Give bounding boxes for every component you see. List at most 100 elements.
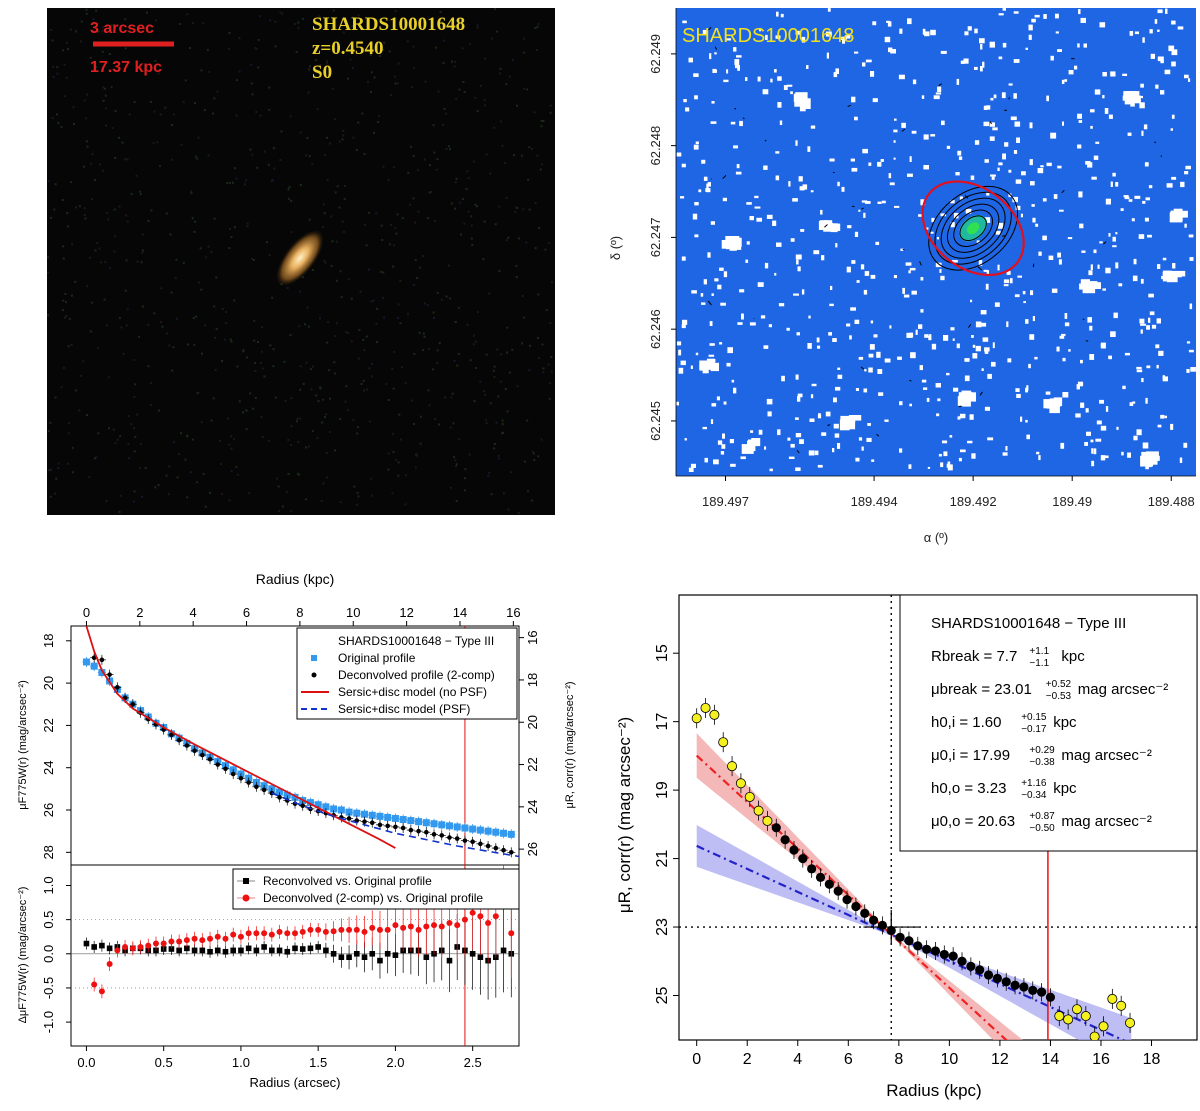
noise-pixel <box>392 492 394 494</box>
noise-pixel <box>68 422 70 424</box>
noise-pixel <box>371 495 373 497</box>
noise-pixel <box>254 47 256 49</box>
sky-speck <box>894 206 899 208</box>
sky-speck <box>943 335 948 341</box>
sky-speck <box>894 158 896 160</box>
sky-speck <box>1054 194 1058 199</box>
noise-pixel <box>287 287 289 289</box>
noise-pixel <box>102 86 104 88</box>
sky-blob <box>831 223 838 232</box>
noise-pixel <box>525 242 527 244</box>
sky-speck <box>789 457 795 459</box>
sky-speck <box>918 324 922 329</box>
sky-speck <box>1069 70 1074 74</box>
noise-pixel <box>389 51 391 53</box>
noise-pixel <box>142 249 144 251</box>
noise-pixel <box>203 473 205 475</box>
noise-pixel <box>336 241 338 243</box>
noise-pixel <box>209 492 211 494</box>
noise-pixel <box>276 478 278 480</box>
noise-pixel <box>70 181 72 183</box>
deconv-resid-point <box>416 927 422 933</box>
noise-pixel <box>162 326 164 328</box>
noise-pixel <box>322 399 324 401</box>
noise-pixel <box>228 247 230 249</box>
noise-pixel <box>371 363 373 365</box>
sky-speck <box>901 123 906 128</box>
noise-pixel <box>205 256 207 258</box>
noise-pixel <box>352 67 354 69</box>
sky-speck <box>890 49 896 54</box>
legend-title: SHARDS10001648 − Type III <box>338 634 494 648</box>
noise-pixel <box>139 191 141 193</box>
reconv-point <box>369 951 375 957</box>
noise-pixel <box>325 262 327 264</box>
sky-speck <box>1086 432 1091 436</box>
sky-speck <box>993 342 995 348</box>
noise-pixel <box>62 309 64 311</box>
sky-speck <box>970 300 972 303</box>
sky-speck <box>1051 56 1054 61</box>
sky-speck <box>859 357 863 360</box>
noise-pixel <box>130 423 132 425</box>
noise-pixel <box>297 22 299 24</box>
noise-pixel <box>254 370 256 372</box>
sky-speck <box>1049 256 1054 260</box>
sky-speck <box>808 316 810 319</box>
sky-speck <box>897 357 902 360</box>
bottom-tick-label: 2.5 <box>464 1055 482 1070</box>
sky-speck <box>1160 90 1164 94</box>
noise-pixel <box>536 49 538 51</box>
sky-speck <box>878 392 883 396</box>
noise-pixel <box>548 242 550 244</box>
noise-pixel <box>473 335 475 337</box>
legend-param: μbreak = 23.01 <box>931 681 1032 698</box>
noise-pixel <box>329 398 331 400</box>
noise-pixel <box>515 265 517 267</box>
noise-pixel <box>485 419 487 421</box>
noise-pixel <box>543 120 545 122</box>
noise-pixel <box>373 300 375 302</box>
noise-pixel <box>493 370 495 372</box>
sky-speck <box>1029 25 1033 31</box>
fitted-point <box>904 936 913 945</box>
noise-pixel <box>521 155 523 157</box>
sky-speck <box>923 387 927 390</box>
noise-pixel <box>53 76 55 78</box>
sky-speck <box>909 404 912 407</box>
noise-pixel <box>298 325 300 327</box>
noise-pixel <box>450 487 452 489</box>
sky-speck <box>990 42 995 48</box>
noise-pixel <box>128 443 130 445</box>
sky-speck <box>792 198 798 202</box>
sky-speck <box>1014 59 1020 63</box>
sky-speck <box>712 403 717 406</box>
noise-pixel <box>383 317 385 319</box>
deconv-resid-point <box>485 920 491 926</box>
sky-speck <box>802 289 804 294</box>
deconv-resid-point <box>307 927 313 933</box>
sky-speck <box>1060 336 1065 339</box>
deconv-point <box>185 743 190 748</box>
sky-speck <box>798 266 801 271</box>
legend-param: h0,i = 1.60 <box>931 714 1001 731</box>
excluded-point <box>745 792 754 801</box>
top-axis-label: Radius (kpc) <box>256 571 335 587</box>
noise-pixel <box>133 359 135 361</box>
noise-pixel <box>56 113 58 115</box>
map-ylabel: δ (º) <box>608 236 623 260</box>
reconv-point <box>107 946 113 952</box>
noise-pixel <box>499 72 501 74</box>
noise-pixel <box>315 59 317 61</box>
sky-speck <box>1011 117 1017 121</box>
sky-speck <box>767 215 773 219</box>
noise-pixel <box>331 265 333 267</box>
noise-pixel <box>458 353 460 355</box>
sky-speck <box>1002 92 1006 98</box>
reconv-point <box>238 948 244 954</box>
residual-xlabel: Radius (arcsec) <box>249 1075 340 1090</box>
noise-pixel <box>361 383 363 385</box>
noise-pixel <box>416 277 418 279</box>
noise-pixel <box>150 210 152 212</box>
legend-param: Rbreak = 7.7 <box>931 648 1017 665</box>
